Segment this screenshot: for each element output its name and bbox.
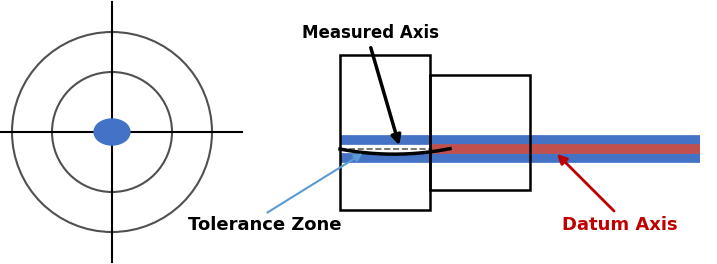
Bar	[340, 55, 430, 210]
Bar	[430, 75, 530, 190]
Text: Measured Axis: Measured Axis	[302, 24, 439, 42]
Text: Tolerance Zone: Tolerance Zone	[189, 216, 342, 234]
Text: Datum Axis: Datum Axis	[562, 216, 678, 234]
Ellipse shape	[94, 119, 130, 145]
